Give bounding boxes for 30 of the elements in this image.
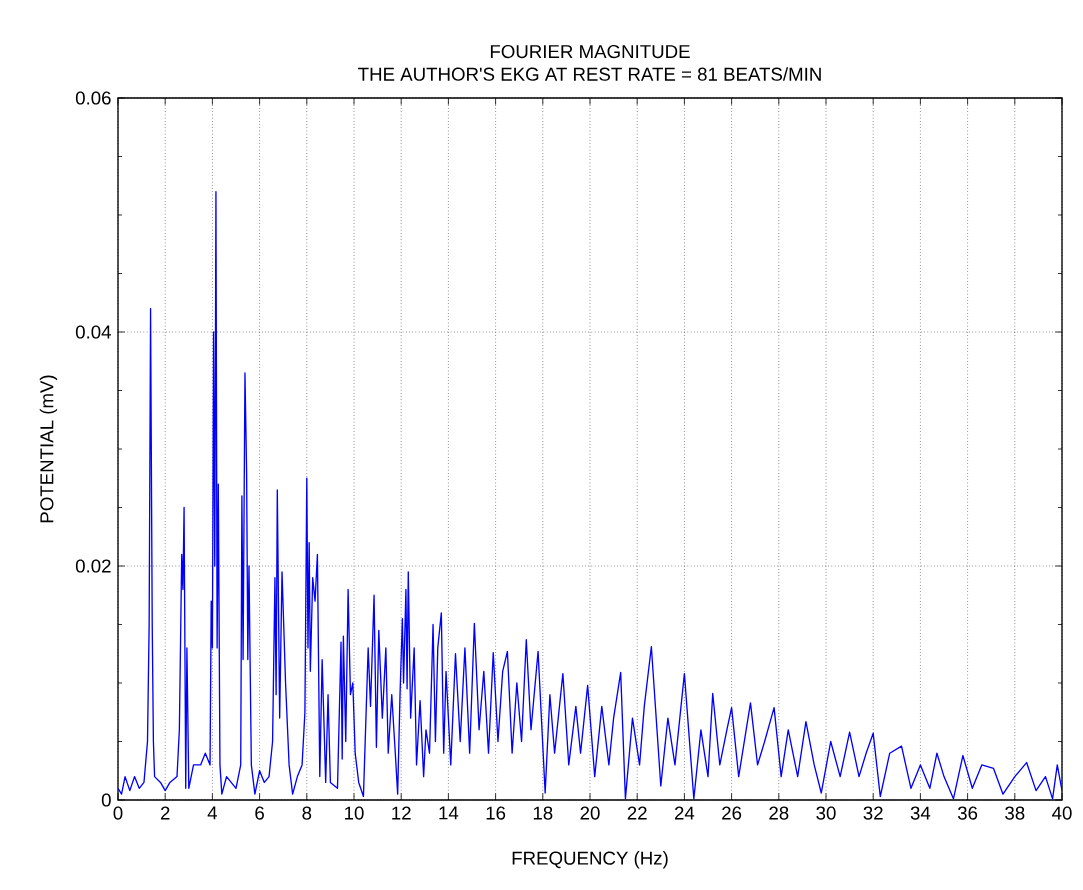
x-tick-label: 32 [863, 806, 883, 820]
x-tick-label: 16 [486, 806, 506, 820]
x-tick-label: 6 [255, 806, 264, 820]
x-tick-label: 34 [910, 806, 931, 820]
x-tick-label: 0 [113, 806, 123, 820]
chart-title: FOURIER MAGNITUDE [490, 44, 690, 59]
y-tick-label: 0 [101, 793, 111, 807]
x-tick-label: 12 [392, 806, 411, 820]
x-tick-label: 10 [345, 806, 364, 820]
x-tick-label: 20 [580, 806, 600, 820]
x-tick-label: 18 [533, 806, 553, 820]
x-tick-label: 40 [1052, 806, 1072, 820]
line-series [118, 190, 1062, 800]
x-tick-label: 22 [627, 806, 647, 820]
x-tick-label: 24 [674, 806, 695, 820]
x-tick-label: 38 [1005, 806, 1025, 820]
x-tick-label: 30 [816, 806, 836, 820]
x-tick-label: 2 [160, 806, 170, 820]
x-tick-label: 4 [207, 806, 218, 820]
chart-subtitle: THE AUTHOR'S EKG AT REST RATE = 81 BEATS/MIN [358, 67, 821, 81]
x-tick-label: 26 [722, 806, 742, 820]
y-tick-label: 0.04 [75, 325, 111, 339]
x-tick-label: 14 [439, 806, 459, 820]
y-tick-label: 0.02 [75, 559, 111, 573]
x-tick-label: 36 [957, 806, 978, 820]
x-axis-title: FREQUENCY (Hz) [512, 851, 668, 869]
x-tick-label: 28 [769, 806, 789, 820]
y-tick-label: 0.06 [75, 91, 111, 105]
x-tick-label: 8 [302, 806, 312, 820]
y-axis-title: POTENTIAL (mV) [39, 375, 58, 523]
